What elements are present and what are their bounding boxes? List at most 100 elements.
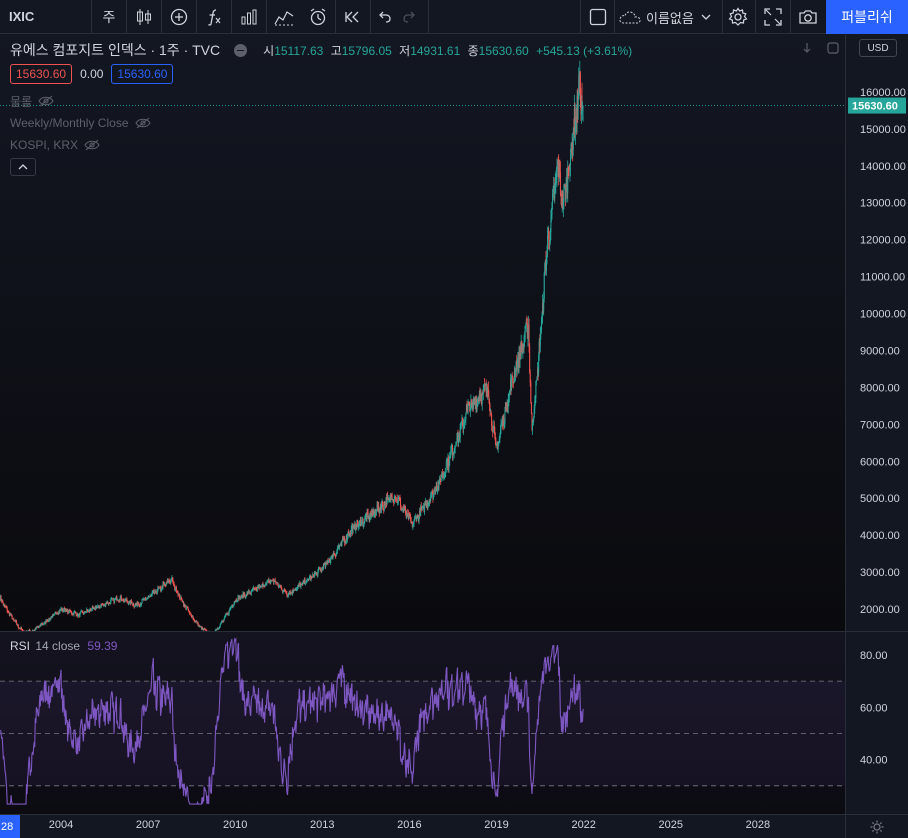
candle <box>530 402 532 415</box>
rsi-axis[interactable]: 40.00 60.00 80.00 <box>846 632 908 814</box>
buy-price-box[interactable]: 15630.60 <box>111 64 174 84</box>
hidden-eye-icon[interactable] <box>134 117 151 129</box>
collapse-legend-button[interactable] <box>10 158 36 176</box>
candle <box>402 504 404 513</box>
candle <box>73 610 75 613</box>
candle <box>221 619 223 623</box>
candle <box>183 601 185 608</box>
price-scale[interactable]: 2000.00 3000.00 4000.00 5000.00 6000.00 7000.… <box>845 35 908 631</box>
indicator-row[interactable]: KOSPI, KRX <box>10 134 636 156</box>
candle <box>2 599 4 604</box>
price-tick-label: 3000.00 <box>860 567 900 579</box>
candle <box>492 425 494 434</box>
candle <box>243 592 245 598</box>
interval-button[interactable]: 주 <box>102 8 116 25</box>
camera-icon[interactable] <box>791 0 825 34</box>
maximize-icon[interactable] <box>757 0 789 34</box>
candle <box>153 588 155 594</box>
replay-icon[interactable] <box>336 0 370 34</box>
pane-divider[interactable] <box>0 631 908 632</box>
currency-button[interactable]: USD <box>859 39 897 57</box>
fullscreen-square-icon[interactable] <box>583 0 613 34</box>
candle <box>91 607 93 612</box>
undo-icon[interactable] <box>371 0 397 34</box>
time-axis[interactable]: 28 2004 2007 2010 2013 2016 2019 2022 2025 2028 <box>0 814 845 838</box>
candle <box>43 621 45 626</box>
candle <box>220 621 222 625</box>
candle <box>280 584 282 590</box>
candle <box>537 362 539 381</box>
candle <box>68 609 70 614</box>
candle <box>53 614 55 617</box>
axis-settings-icon[interactable] <box>845 814 908 838</box>
alert-icon[interactable] <box>301 0 335 34</box>
arrow-down-icon[interactable] <box>800 41 814 55</box>
publish-button[interactable]: 퍼블리쉬 <box>826 0 908 34</box>
candle <box>194 620 196 623</box>
candle <box>270 579 272 583</box>
symbol-title[interactable]: 유에스 컴포지트 인덱스 · 1주 · TVC <box>10 42 221 58</box>
bar-chart-icon[interactable] <box>232 0 266 34</box>
indicator-name: 물롤 <box>10 94 33 109</box>
candle <box>249 591 251 595</box>
candle <box>406 508 408 518</box>
candle <box>178 592 180 596</box>
candle <box>92 606 94 610</box>
sell-price-box[interactable]: 15630.60 <box>10 64 73 84</box>
settings-gear-icon[interactable] <box>723 0 753 34</box>
candle <box>477 395 479 406</box>
candle <box>139 604 141 607</box>
candle <box>261 584 263 588</box>
candle <box>498 441 500 446</box>
candlestick-icon[interactable] <box>127 0 161 34</box>
candle <box>336 545 338 555</box>
candle <box>110 597 112 602</box>
price-tick-label: 2000.00 <box>860 604 900 616</box>
candle <box>362 518 364 528</box>
rsi-pane[interactable] <box>0 632 845 814</box>
candle <box>272 578 274 583</box>
compare-icon[interactable] <box>267 0 301 34</box>
symbol-search-button[interactable]: IXIC <box>0 0 92 34</box>
rsi-scale[interactable]: 40.00 60.00 80.00 <box>845 632 908 814</box>
price-chart[interactable] <box>0 35 845 631</box>
candle <box>469 404 471 418</box>
maximize-pane-icon[interactable] <box>826 41 840 55</box>
hidden-eye-icon[interactable] <box>84 139 100 151</box>
candle <box>292 589 294 596</box>
candle <box>166 578 168 584</box>
hidden-eye-icon[interactable] <box>38 95 54 107</box>
candle <box>38 626 40 629</box>
price-chart-pane[interactable] <box>0 35 845 631</box>
candle <box>119 595 121 603</box>
layout-menu[interactable]: 이름없음 <box>618 0 714 34</box>
candle <box>373 509 375 516</box>
candle <box>477 398 479 408</box>
candle <box>328 557 330 563</box>
candle <box>568 163 570 171</box>
candle <box>218 626 220 630</box>
candle <box>361 516 363 527</box>
candle <box>541 311 543 326</box>
candle <box>153 592 155 595</box>
indicator-row[interactable]: Weekly/Monthly Close <box>10 112 636 134</box>
candle <box>534 395 536 406</box>
function-icon[interactable] <box>197 0 231 34</box>
add-indicator-icon[interactable] <box>162 0 196 34</box>
candle <box>363 523 365 529</box>
candle <box>256 585 258 592</box>
rsi-name[interactable]: RSI <box>10 639 31 653</box>
candle <box>36 626 38 628</box>
rsi-chart[interactable] <box>0 632 845 814</box>
candle <box>521 340 523 353</box>
candle <box>446 458 448 470</box>
candle <box>54 611 56 614</box>
price-axis[interactable]: 2000.00 3000.00 4000.00 5000.00 6000.00 7000.… <box>846 35 908 631</box>
candle <box>483 378 485 393</box>
candle <box>286 594 288 597</box>
redo-icon[interactable] <box>397 0 423 34</box>
candle <box>464 417 466 423</box>
candle <box>313 570 315 579</box>
candle <box>18 627 20 630</box>
indicator-row[interactable]: 물롤 <box>10 90 636 112</box>
